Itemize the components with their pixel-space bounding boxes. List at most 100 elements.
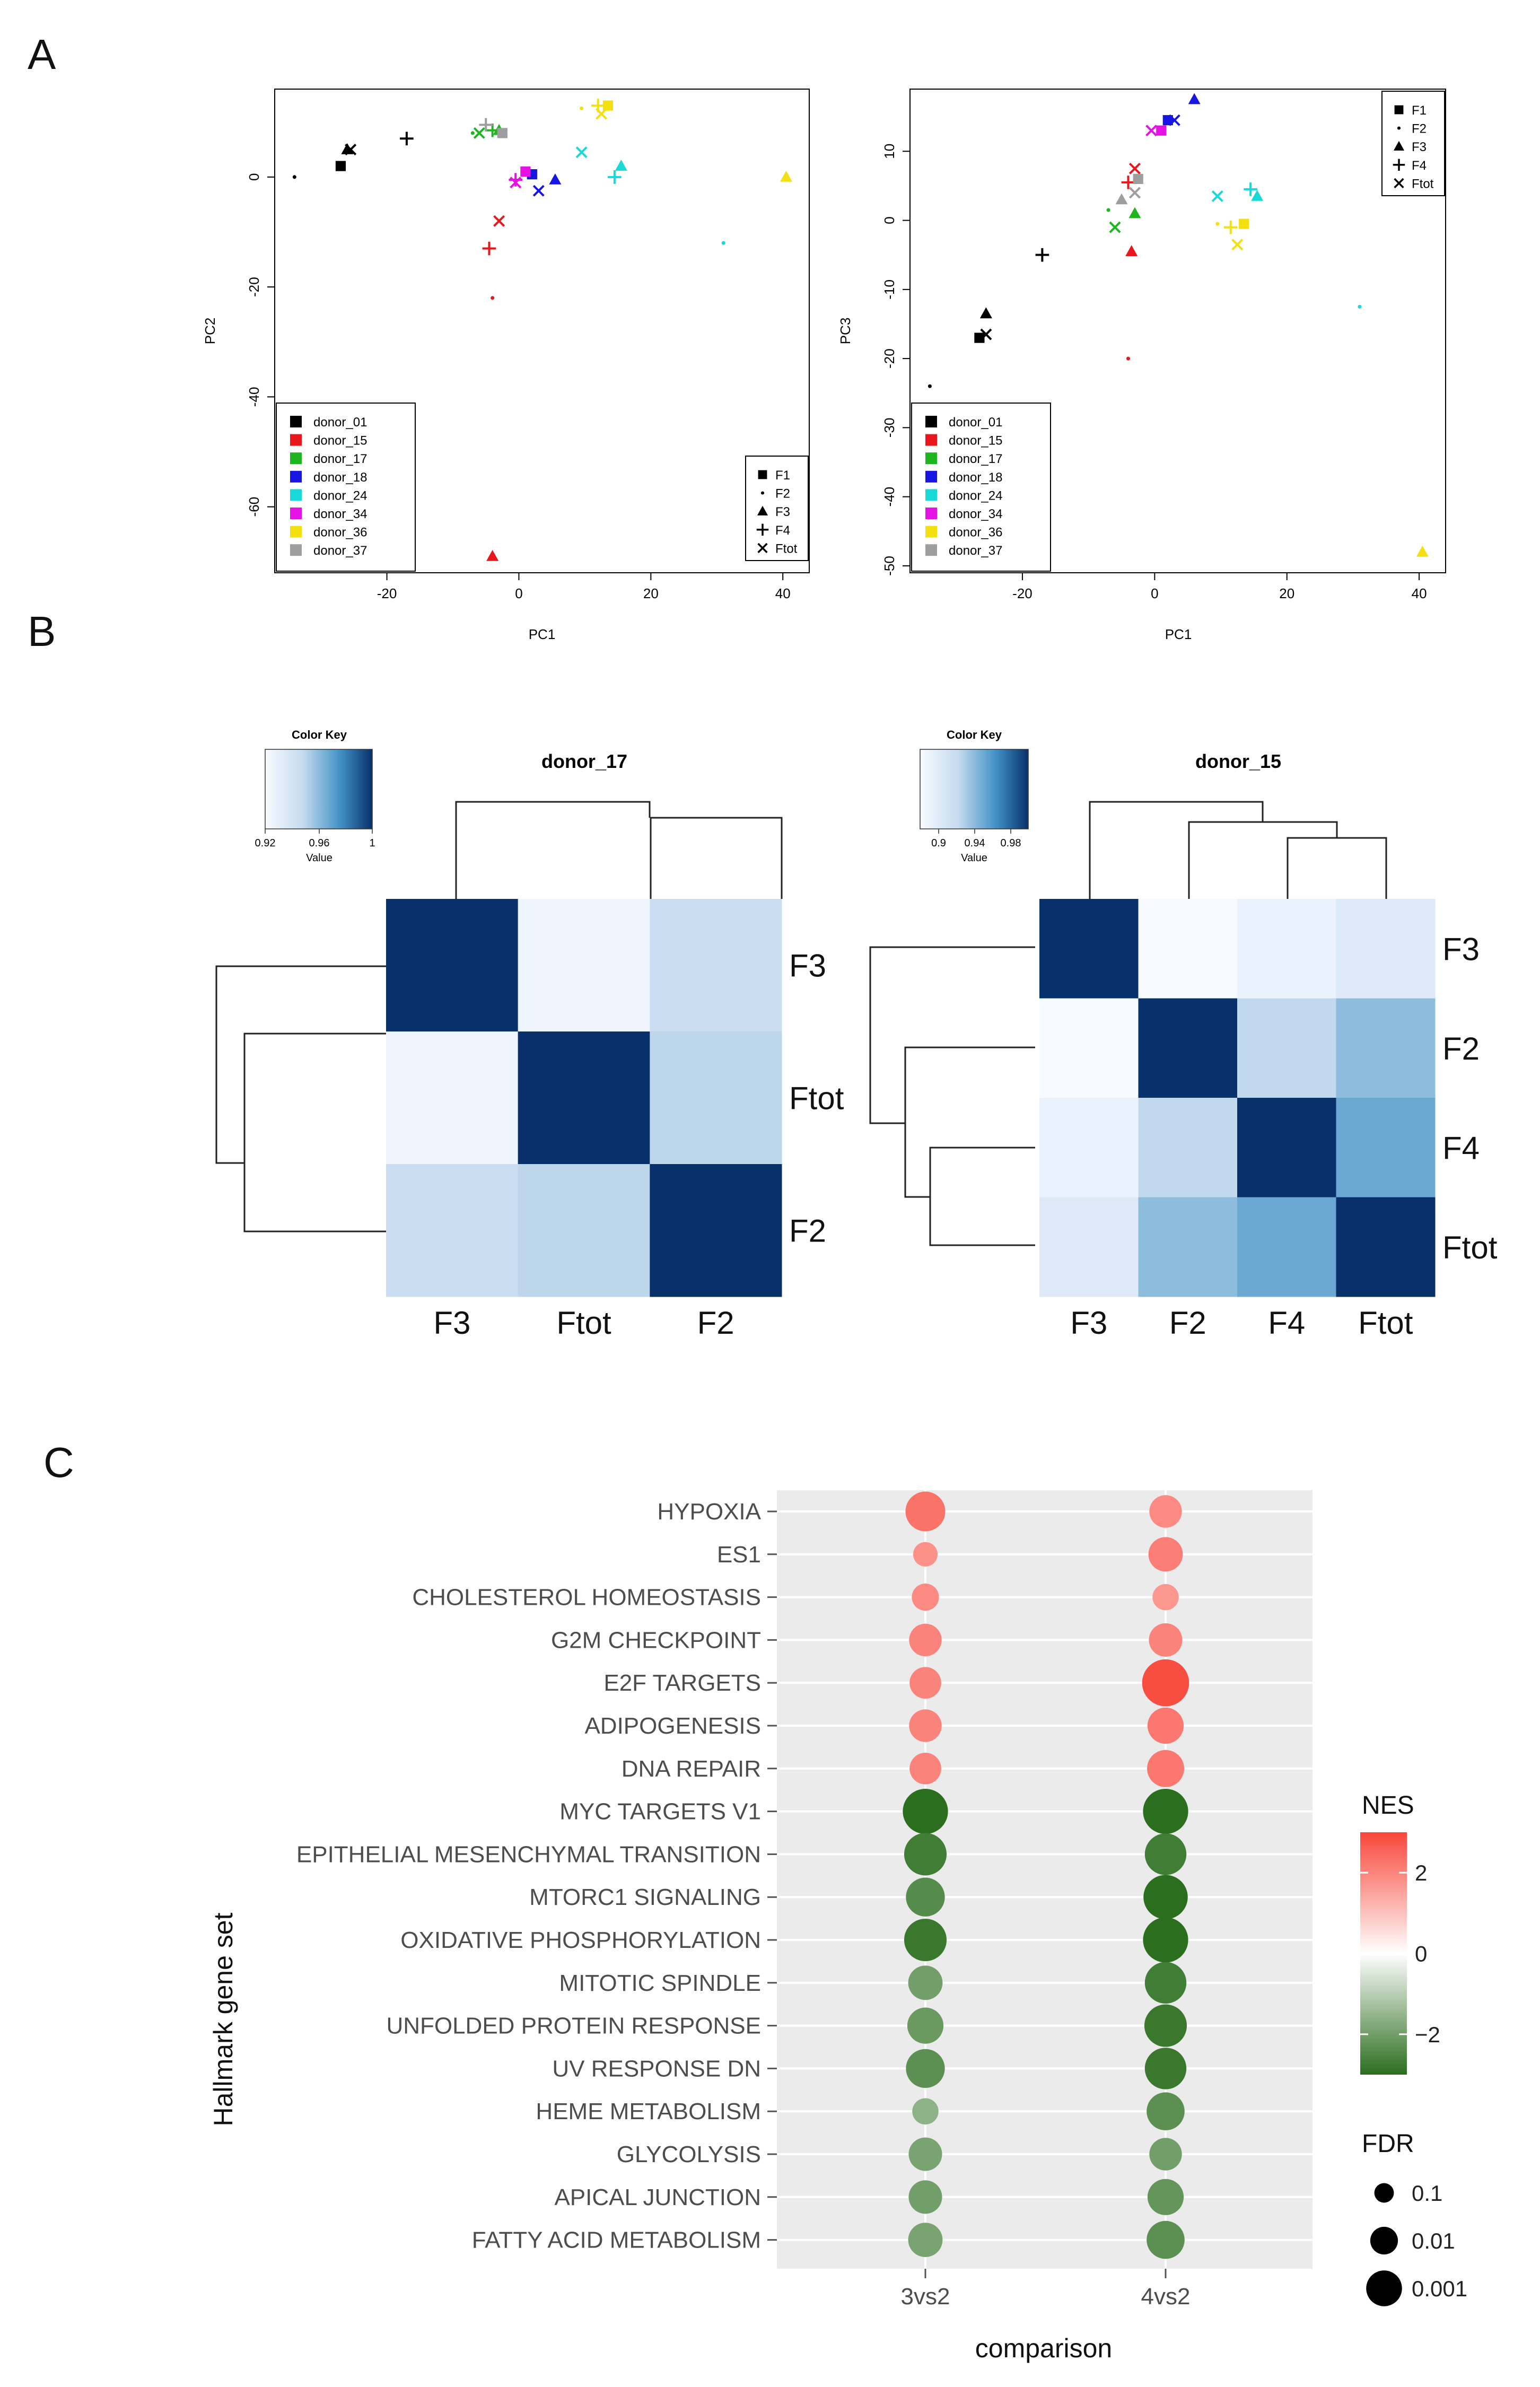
dotplot-gene-set-label: E2F TARGETS [603,1670,761,1696]
heatmap-cell-F3-F3 [386,899,519,1032]
fraction-legend-symbol [756,523,769,536]
fdr-legend-dot [1370,2226,1398,2255]
heatmap-cell-F2-F2 [650,1164,782,1297]
fraction-legend-symbol [757,543,768,554]
heatmap-row-label: F2 [789,1213,826,1249]
dot-uv-response-dn-4vs2 [1144,2048,1187,2089]
dotplot-gene-set-label: HYPOXIA [657,1499,761,1525]
donor-legend-swatch [290,489,302,501]
donor-legend-box [911,403,1051,572]
donor-legend-label: donor_37 [313,544,367,558]
pca-point-donor_15-Ftot [493,215,505,227]
dot-mtorc1-signaling-4vs2 [1143,1875,1188,1919]
dot-myc-targets-v1-3vs2 [903,1789,948,1834]
pca1-x-label: PC1 [529,626,556,642]
dot-hypoxia-4vs2 [1149,1495,1182,1528]
donor-legend-swatch [290,526,302,538]
donor-legend-swatch [925,489,937,501]
fdr-legend-label: 0.01 [1412,2228,1455,2253]
pca-point-donor_15-F4 [1121,176,1135,189]
y-tick-label: -40 [881,487,897,507]
y-tick-label: -60 [246,497,262,517]
nes-legend-title: NES [1362,1791,1414,1820]
heatmap-cell-Ftot-Ftot [1336,1197,1436,1297]
pca-point-donor_34-Ftot [1145,125,1158,137]
heatmap1-key-sublabel: Value [306,852,332,864]
fraction-legend-label: Ftot [775,541,798,556]
donor-legend-label: donor_34 [313,507,367,521]
fraction-legend-symbol [1394,105,1404,115]
nes-tick-label: 2 [1415,1860,1427,1885]
heatmap1-title: donor_17 [541,750,627,772]
pca-point-donor_36-F3 [1416,545,1429,557]
heatmap-cell-F3-F2 [1138,899,1238,999]
pca2-x-ticks: -20 0 20 40 [1012,573,1427,601]
heatmap-cell-F4-Ftot [1336,1098,1436,1197]
donor-legend-label: donor_24 [949,488,1002,503]
y-tick-label: -20 [246,277,262,297]
x-tick-label: 20 [643,585,659,601]
fdr-legend-keys: 0.1 0.01 0.001 [1366,2181,1467,2306]
heatmap2-row-dendrogram [869,946,1035,1246]
dotplot-gene-set-label: CHOLESTEROL HOMEOSTASIS [412,1585,761,1611]
dot-es1-4vs2 [1148,1537,1183,1572]
dot-fatty-acid-metabolism-3vs2 [908,2223,943,2257]
pca-point-donor_36-F3 [780,170,792,182]
pca-point-donor_24-F3 [615,160,627,171]
pca-plot-pc1-pc2: -20 0 20 40 -60 -40 -20 0 PC1 PC2 donor_01dono… [202,89,810,642]
y-tick-label: -20 [881,348,897,369]
fraction-legend-label: F3 [1412,140,1427,154]
fraction-legend-label: F2 [1412,122,1427,136]
dotplot-gene-set-label: FATTY ACID METABOLISM [472,2227,761,2253]
pca-point-donor_36-F2 [1215,222,1220,226]
dot-epithelial-mesenchymal-transition-3vs2 [904,1833,947,1876]
pca-point-donor_17-Ftot [1109,221,1121,233]
pca-point-donor_36-F2 [580,106,584,110]
pca-point-donor_37-F1 [1133,173,1143,184]
pca-point-donor_01-Ftot [980,328,992,340]
heatmap-row-label: F2 [1442,1031,1480,1066]
gsea-dot-plot: HYPOXIA ES1 CHOLESTEROL HOMEOSTASIS G2M CHE… [208,1490,1467,2363]
panel-label-a: A [28,31,56,78]
donor-legend-swatch [925,452,937,465]
dotplot-gene-set-label: EPITHELIAL MESENCHYMAL TRANSITION [296,1841,761,1867]
heatmap-col-label: F2 [1169,1305,1206,1341]
heatmap-col-label: Ftot [556,1305,611,1341]
pca-point-donor_24-F2 [721,241,725,245]
dotplot-gene-set-label: HEME METABOLISM [536,2099,761,2124]
donor-legend-swatch [290,452,302,465]
heatmap-donor-17: Color Key 0.92 0.96 1 Value donor_17 F3F… [215,728,844,1341]
heatmap2-key-tick: 0.98 [1001,837,1021,849]
y-tick-label: 0 [881,216,897,224]
nes-legend: NES 2 0 −2 [1360,1791,1440,2075]
fraction-legend-label: F2 [775,487,790,501]
x-tick-label: 20 [1279,585,1294,601]
pca-point-donor_34-F1 [520,166,531,177]
fdr-legend-dot [1366,2270,1402,2306]
pca-point-donor_01-F2 [292,175,296,179]
dot-g2m-checkpoint-4vs2 [1149,1623,1183,1657]
fdr-legend-title: FDR [1362,2130,1414,2158]
pca2-points [928,93,1429,557]
pca-point-donor_17-F3 [1128,207,1141,218]
heatmap-cell-F3-Ftot [518,899,650,1032]
heatmap2-title: donor_15 [1195,750,1281,772]
heatmap-cell-F4-F2 [1138,1098,1238,1197]
pca-point-donor_01-F4 [400,132,414,146]
pca-point-donor_24-F4 [1244,182,1257,196]
fdr-legend: FDR 0.1 0.01 0.001 [1362,2130,1467,2306]
dot-uv-response-dn-3vs2 [906,2049,945,2088]
dotplot-y-title: Hallmark gene set [208,1912,238,2126]
pca-point-donor_15-F2 [1126,356,1131,361]
pca-point-donor_36-F4 [1223,220,1238,234]
y-tick-label: -10 [881,279,897,300]
fraction-legend-symbol [757,505,768,515]
pca2-fraction-legend: F1 F2 F3 F4 Ftot [1381,91,1445,196]
nes-tick-label: 0 [1415,1942,1427,1966]
donor-legend-swatch [290,544,302,556]
pca-point-donor_01-Ftot [345,143,357,156]
fraction-legend-label: F1 [1412,103,1427,118]
fraction-legend-symbol [1394,178,1404,189]
heatmap1-key-tick: 0.92 [255,837,276,849]
x-tick-label: 40 [775,585,791,601]
